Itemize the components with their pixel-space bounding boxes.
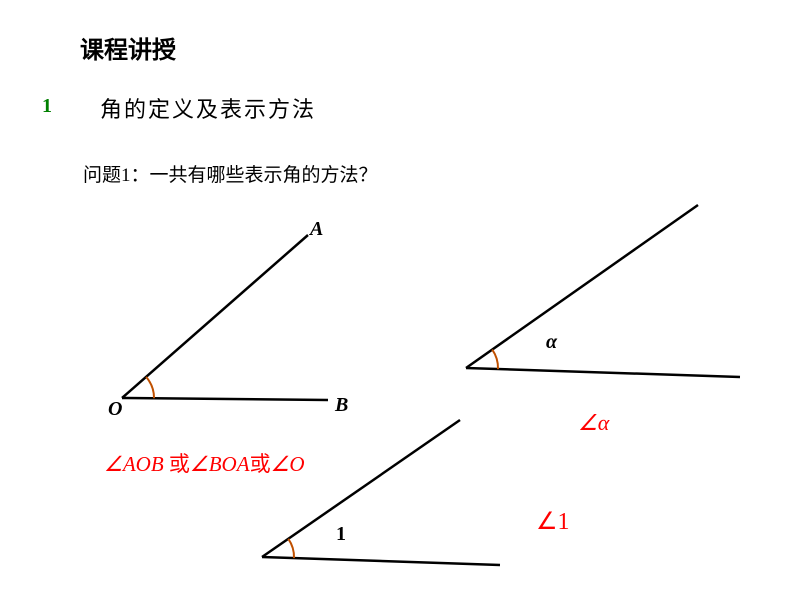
label-alpha: α (546, 331, 557, 354)
angle-name-one: ∠1 (536, 507, 570, 536)
label-b: B (335, 394, 348, 417)
angle-name-alpha: ∠α (578, 410, 609, 436)
angle-alpha (466, 205, 740, 377)
angle-aob (122, 235, 328, 400)
label-a: A (310, 218, 323, 241)
label-o: O (108, 398, 122, 421)
angle-diagrams-svg (0, 0, 794, 596)
angle-one (262, 420, 500, 565)
angle-name-aob: ∠AOB 或∠BOA或∠O (104, 448, 305, 478)
label-one: 1 (336, 523, 346, 546)
